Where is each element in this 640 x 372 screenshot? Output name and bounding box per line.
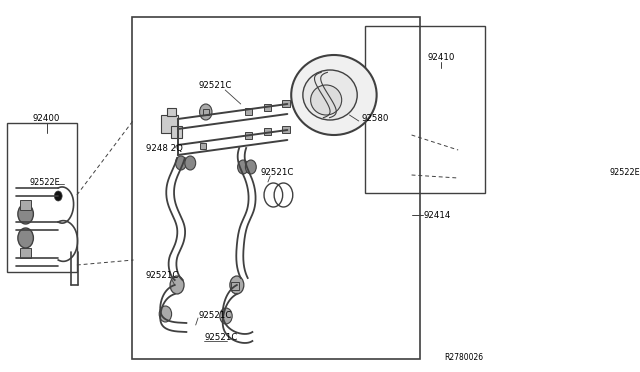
Circle shape: [159, 306, 172, 322]
Text: 92521C: 92521C: [198, 80, 232, 90]
Bar: [161, 115, 178, 133]
Circle shape: [170, 276, 184, 294]
Text: 92521C: 92521C: [198, 311, 232, 320]
Circle shape: [230, 276, 244, 294]
Text: 92521C: 92521C: [204, 334, 237, 343]
Circle shape: [587, 166, 596, 178]
Bar: [282, 100, 290, 107]
Bar: [264, 104, 271, 111]
Circle shape: [54, 191, 62, 201]
Circle shape: [185, 156, 196, 170]
Text: 92521C: 92521C: [146, 270, 179, 279]
Circle shape: [220, 308, 232, 324]
Bar: [282, 126, 290, 133]
Text: 92410: 92410: [428, 52, 455, 61]
Text: 92580: 92580: [361, 113, 388, 122]
Bar: [8, 123, 77, 272]
Circle shape: [200, 104, 212, 120]
Ellipse shape: [303, 70, 357, 120]
Bar: [232, 282, 239, 290]
Bar: [200, 143, 206, 149]
Text: 92522E: 92522E: [29, 177, 60, 186]
Circle shape: [175, 156, 186, 170]
Text: R2780026: R2780026: [445, 353, 484, 362]
Circle shape: [237, 160, 248, 174]
Bar: [20, 200, 31, 210]
Bar: [20, 248, 31, 258]
Text: 92521C: 92521C: [260, 167, 294, 176]
Ellipse shape: [310, 85, 342, 115]
Text: 92400: 92400: [33, 113, 60, 122]
Circle shape: [245, 160, 256, 174]
Bar: [264, 128, 271, 135]
Bar: [244, 132, 252, 139]
Text: 9248 2Q: 9248 2Q: [146, 144, 183, 153]
Circle shape: [18, 204, 33, 224]
Circle shape: [18, 228, 33, 248]
Bar: [365, 26, 484, 193]
Ellipse shape: [291, 55, 376, 135]
Text: 92414: 92414: [423, 211, 451, 219]
Bar: [244, 108, 252, 115]
Bar: [132, 17, 420, 359]
Bar: [171, 126, 182, 138]
Text: 92522E: 92522E: [610, 167, 640, 176]
Bar: [203, 109, 209, 115]
Bar: [167, 108, 176, 116]
